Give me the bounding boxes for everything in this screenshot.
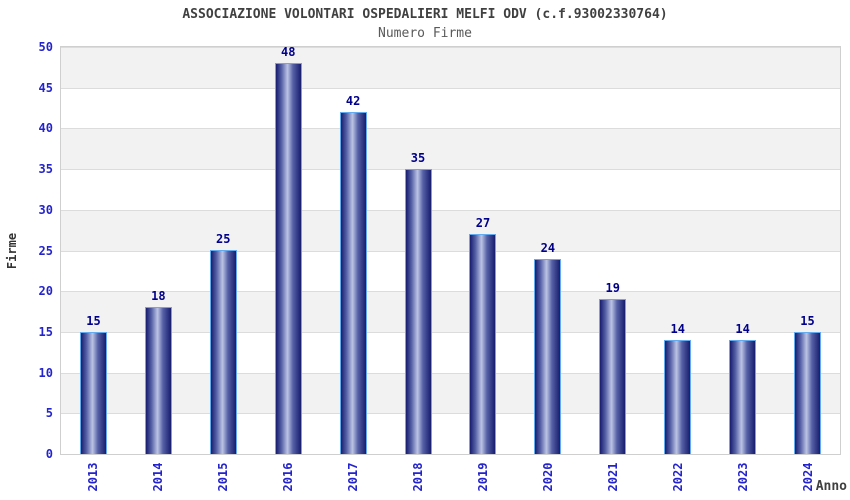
bar <box>275 63 302 454</box>
grid-band <box>61 413 840 454</box>
bar-value-label: 15 <box>800 314 815 328</box>
grid-band <box>61 87 840 129</box>
bar <box>729 340 756 454</box>
bar-value-label: 35 <box>410 151 426 165</box>
bar <box>664 340 691 454</box>
bar <box>469 234 496 454</box>
bar-value-label: 18 <box>151 289 166 303</box>
bar-value-label: 25 <box>216 232 231 246</box>
x-tick-label: 2015 <box>216 462 231 492</box>
grid-band <box>61 47 840 88</box>
x-axis-title: Anno <box>815 479 847 494</box>
bar <box>210 250 237 454</box>
y-tick-label: 20 <box>38 284 53 299</box>
y-tick-label: 0 <box>45 447 53 461</box>
grid-band <box>61 331 840 373</box>
x-tick-label: 2016 <box>281 462 296 492</box>
grid-band <box>61 291 840 332</box>
y-tick-label: 25 <box>38 243 53 258</box>
x-tick-label: 2022 <box>670 462 685 492</box>
grid-band <box>61 372 840 414</box>
bar <box>340 112 367 454</box>
bar-value-label: 24 <box>540 241 556 255</box>
grid-band <box>61 250 840 292</box>
bar-value-label: 27 <box>475 216 491 230</box>
y-tick-label: 10 <box>38 365 53 380</box>
grid-band <box>61 169 840 210</box>
y-tick-label: 50 <box>38 40 53 54</box>
chart-subtitle: Numero Firme <box>378 26 472 41</box>
x-tick-label: 2014 <box>151 462 166 492</box>
bar <box>794 332 821 454</box>
y-tick-label: 35 <box>38 162 53 177</box>
chart-title: ASSOCIAZIONE VOLONTARI OSPEDALIERI MELFI… <box>182 7 668 22</box>
grid-band <box>61 128 840 170</box>
bar <box>405 169 432 454</box>
y-tick-label: 40 <box>38 121 53 136</box>
grid-band <box>61 209 840 251</box>
bar <box>145 307 172 454</box>
bar-value-label: 15 <box>86 314 101 328</box>
bar <box>80 332 107 454</box>
bar-value-label: 14 <box>735 322 750 336</box>
bar-value-label: 48 <box>280 45 296 59</box>
y-tick-label: 45 <box>38 80 53 95</box>
bar <box>599 299 626 454</box>
x-tick-label: 2019 <box>475 462 490 492</box>
x-tick-label: 2023 <box>735 462 750 492</box>
bar-value-label: 42 <box>345 94 361 108</box>
x-tick-label: 2024 <box>800 462 815 492</box>
x-tick-label: 2018 <box>411 462 426 492</box>
bar-value-label: 19 <box>605 281 621 295</box>
x-tick-label: 2013 <box>86 462 101 492</box>
y-tick-label: 5 <box>45 406 53 421</box>
plot-area: 15 18 25 48 42 35 27 24 19 14 14 15 <box>60 45 841 455</box>
x-tick-label: 2017 <box>346 462 361 492</box>
y-tick-label: 30 <box>38 202 53 217</box>
x-tick-label: 2021 <box>605 462 620 492</box>
y-tick-label: 15 <box>38 324 53 339</box>
x-tick-label: 2020 <box>540 462 555 492</box>
bar-value-label: 14 <box>670 322 685 336</box>
bar <box>534 259 561 454</box>
